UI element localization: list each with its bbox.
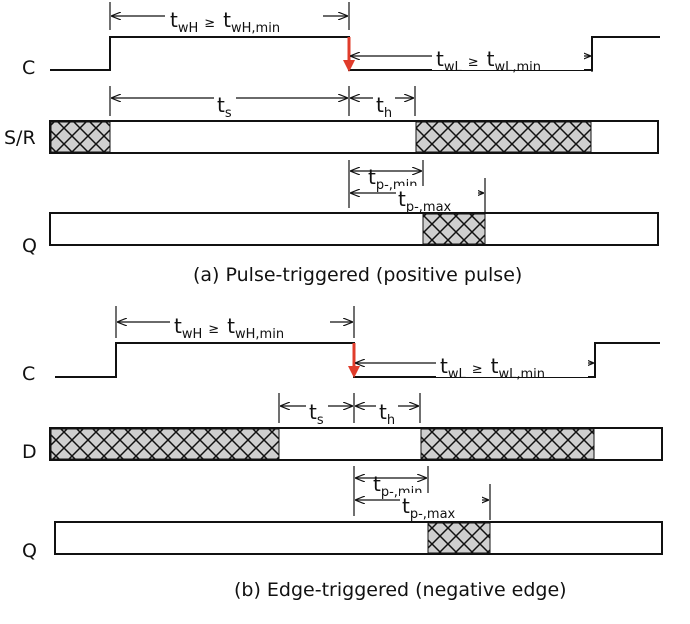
q-label-b: Q [22, 540, 37, 562]
sr-invalid-region-2-a [415, 121, 592, 153]
q-label-a: Q [22, 235, 37, 257]
d-invalid-region-1-b [50, 428, 280, 460]
th-label-a: th [376, 93, 392, 121]
tpmax-label-a: tp-,max [398, 187, 452, 215]
caption-a: (a) Pulse-triggered (positive pulse) [193, 264, 522, 286]
q-transition-region-b [427, 522, 491, 554]
sr-label-a: S/R [4, 127, 36, 149]
q-signal-bar-b [54, 521, 663, 555]
ts-label-a: ts [217, 93, 232, 121]
twl-label-a: twL ≥ twL,min [436, 47, 541, 75]
ts-label-b: ts [309, 400, 324, 428]
clock-label-a: C [22, 57, 35, 79]
sr-invalid-region-1-a [50, 121, 111, 153]
twl-label-b: twL ≥ twL,min [440, 354, 545, 382]
panel-a: C twH ≥ twH,min twL ≥ twL,min ts th S/R [4, 2, 660, 286]
clock-label-b: C [22, 363, 35, 385]
q-transition-region-a [422, 213, 486, 245]
q-signal-bar-a [49, 212, 659, 246]
d-invalid-region-2-b [420, 428, 595, 460]
panel-b: C twH ≥ twH,min twL ≥ twL,min ts th D [22, 306, 663, 601]
negative-edge-arrowhead-b [348, 366, 360, 378]
tpmax-label-b: tp-,max [402, 494, 456, 522]
caption-b: (b) Edge-triggered (negative edge) [234, 579, 567, 601]
negative-edge-arrowhead-a [343, 60, 355, 72]
twh-label-b: twH ≥ twH,min [174, 314, 284, 342]
twh-label-a: twH ≥ twH,min [170, 8, 280, 36]
th-label-b: th [379, 400, 395, 428]
d-label-b: D [22, 441, 37, 463]
